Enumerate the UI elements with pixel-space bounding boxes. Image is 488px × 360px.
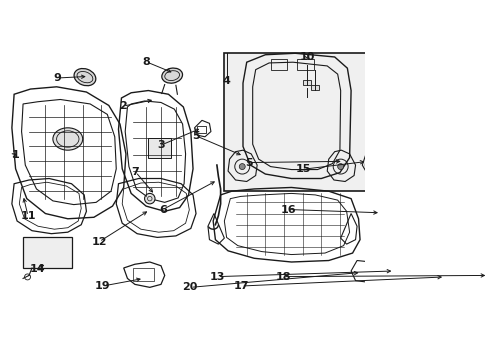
Bar (302, 80, 311, 85)
Text: 19: 19 (95, 281, 110, 291)
Text: 17: 17 (233, 281, 248, 291)
Bar (224, 53, 369, 191)
Bar (297, 59, 313, 70)
Text: 1: 1 (11, 149, 19, 159)
Circle shape (337, 163, 343, 170)
Text: 15: 15 (295, 164, 310, 174)
Circle shape (239, 163, 244, 170)
Bar (196, 126, 205, 133)
Bar (132, 268, 153, 282)
Ellipse shape (162, 68, 182, 83)
Text: 16: 16 (280, 204, 296, 215)
Bar (23, 237, 71, 268)
Ellipse shape (365, 159, 372, 171)
Text: 8: 8 (142, 57, 150, 67)
Bar (147, 138, 171, 158)
Text: 13: 13 (209, 272, 225, 282)
Text: 20: 20 (182, 282, 198, 292)
Ellipse shape (74, 68, 96, 86)
Bar (270, 59, 286, 70)
Text: 5: 5 (244, 158, 252, 167)
Text: 12: 12 (91, 237, 107, 247)
Text: 5: 5 (191, 131, 199, 141)
Text: 10: 10 (299, 51, 314, 62)
Text: 4: 4 (223, 76, 230, 86)
Text: 7: 7 (131, 167, 139, 177)
Text: 11: 11 (20, 211, 36, 221)
Ellipse shape (53, 128, 82, 150)
Circle shape (440, 275, 445, 279)
Text: 6: 6 (159, 204, 166, 215)
Text: 3: 3 (157, 140, 164, 150)
Text: 2: 2 (119, 101, 126, 111)
Circle shape (144, 193, 155, 204)
Bar (310, 85, 319, 90)
Text: 9: 9 (53, 73, 61, 83)
Text: 14: 14 (29, 264, 45, 274)
Text: 18: 18 (275, 272, 290, 282)
